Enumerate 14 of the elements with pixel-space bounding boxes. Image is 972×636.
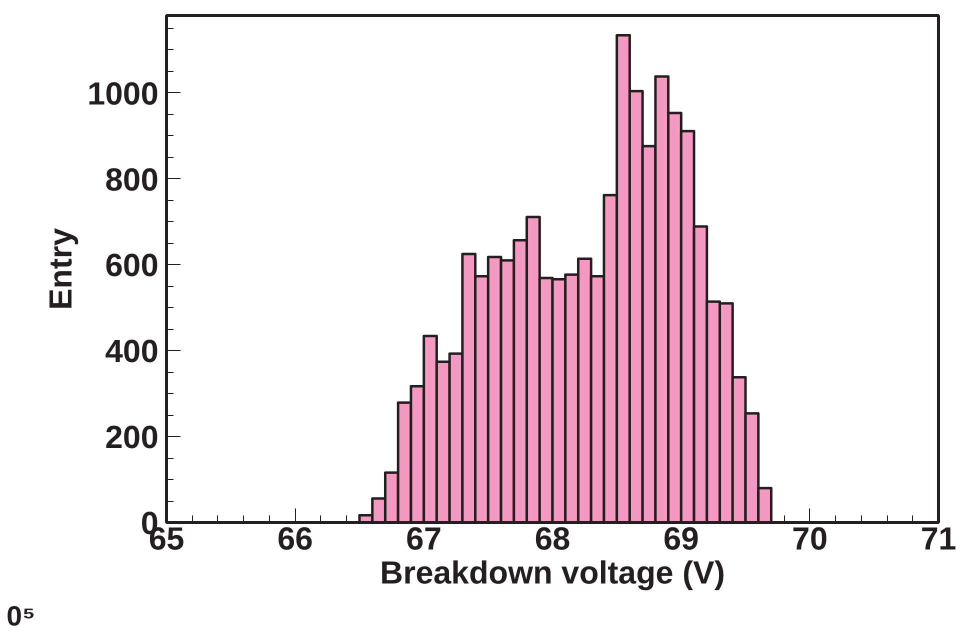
x-tick-label: 67	[406, 520, 442, 556]
y-axis-title: Entry	[42, 228, 78, 310]
y-tick-label: 400	[105, 333, 158, 370]
y-tick-label: 200	[105, 419, 158, 456]
x-tick-label: 71	[920, 520, 956, 556]
x-tick-label: 69	[663, 520, 699, 556]
y-tick-label: 1000	[87, 75, 158, 112]
text: 0⁵	[6, 600, 36, 632]
x-axis-title: Breakdown voltage (V)	[380, 554, 725, 590]
y-tick-label: 600	[105, 247, 158, 284]
x-tick-label: 66	[277, 520, 313, 556]
x-tick-label: 70	[792, 520, 828, 556]
x-tick-label: 68	[534, 520, 570, 556]
y-tick-label: 800	[105, 161, 158, 198]
